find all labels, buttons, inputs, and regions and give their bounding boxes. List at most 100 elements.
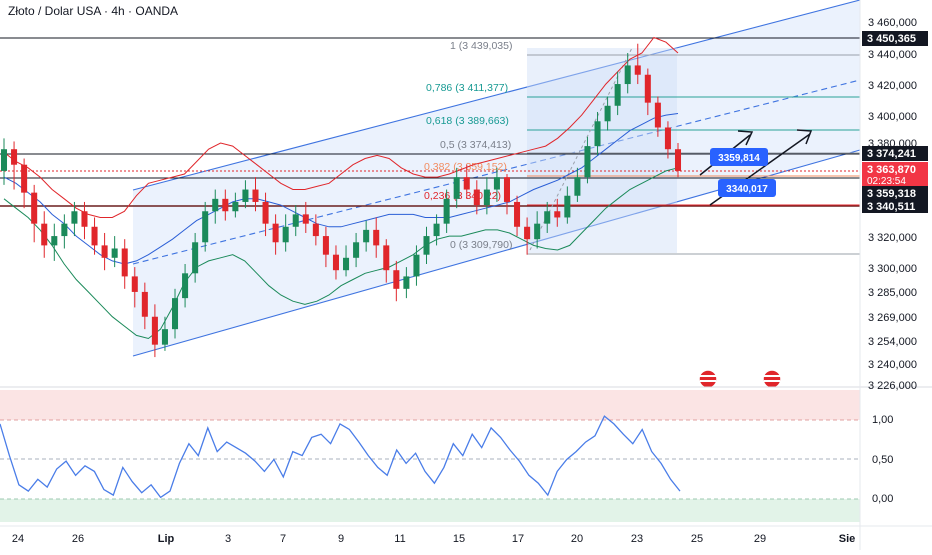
- candle[interactable]: [151, 304, 158, 358]
- candle[interactable]: [534, 211, 541, 249]
- price-tag-3374[interactable]: [862, 146, 928, 161]
- candle[interactable]: [564, 186, 571, 224]
- candle[interactable]: [463, 164, 470, 199]
- candle[interactable]: [674, 143, 682, 178]
- candle[interactable]: [614, 71, 621, 116]
- candle-body: [141, 291, 148, 317]
- candle[interactable]: [503, 174, 511, 215]
- candle[interactable]: [171, 288, 179, 339]
- candle[interactable]: [423, 226, 430, 264]
- candle[interactable]: [343, 245, 350, 277]
- candle[interactable]: [0, 138, 8, 185]
- candle[interactable]: [322, 226, 329, 268]
- candle[interactable]: [654, 96, 661, 137]
- candle[interactable]: [433, 214, 440, 246]
- price-tag-3450[interactable]: [862, 31, 928, 46]
- candle-body: [664, 127, 671, 150]
- rsi-line[interactable]: [0, 415, 681, 499]
- y-tick-3300: 3 300,000: [868, 263, 917, 275]
- candle[interactable]: [353, 232, 360, 268]
- target-box-2[interactable]: [718, 179, 776, 197]
- candle[interactable]: [101, 232, 108, 271]
- candle[interactable]: [222, 189, 229, 221]
- candle-body: [0, 149, 8, 171]
- candle[interactable]: [453, 167, 460, 209]
- candle[interactable]: [493, 167, 500, 202]
- candle[interactable]: [624, 53, 631, 94]
- us-flag-icon[interactable]: [698, 369, 718, 389]
- price-tag-current-text: 3 363,870: [867, 164, 916, 176]
- candle[interactable]: [363, 220, 370, 252]
- candle-body: [443, 198, 450, 224]
- rsi-axis: 1,00 0,50 0,00: [872, 414, 893, 505]
- candle[interactable]: [544, 201, 551, 233]
- candle-body: [604, 105, 611, 122]
- candle[interactable]: [202, 201, 209, 252]
- candle[interactable]: [634, 43, 641, 85]
- candle[interactable]: [242, 180, 249, 209]
- candle[interactable]: [192, 232, 199, 283]
- candle[interactable]: [81, 201, 88, 240]
- price-tag-current[interactable]: [862, 162, 928, 186]
- candle[interactable]: [272, 214, 279, 255]
- y-tick-3254: 3 254,000: [868, 336, 917, 348]
- candle[interactable]: [584, 136, 591, 184]
- candle[interactable]: [443, 189, 450, 233]
- candle[interactable]: [514, 195, 521, 237]
- candle[interactable]: [664, 121, 671, 159]
- candle[interactable]: [302, 201, 309, 233]
- candle[interactable]: [373, 217, 380, 258]
- candle[interactable]: [554, 198, 561, 227]
- candle[interactable]: [91, 217, 98, 255]
- candle[interactable]: [332, 245, 339, 280]
- price-tag-3359[interactable]: [862, 186, 928, 200]
- candlestick-series[interactable]: [0, 43, 682, 358]
- candle[interactable]: [212, 189, 219, 224]
- candle[interactable]: [393, 260, 400, 302]
- candle[interactable]: [141, 282, 148, 330]
- candle[interactable]: [524, 217, 531, 255]
- candle[interactable]: [282, 214, 289, 252]
- rsi-tick-000: 0,00: [872, 493, 893, 505]
- time-axis[interactable]: 24 26 Lip 3 7 9 11 15 17 20 23 25 29 Sie: [12, 533, 855, 545]
- candle[interactable]: [252, 177, 259, 212]
- candle[interactable]: [292, 205, 299, 237]
- candle[interactable]: [383, 239, 390, 283]
- candle-body: [654, 102, 661, 128]
- candle[interactable]: [71, 201, 78, 237]
- candle[interactable]: [41, 211, 48, 258]
- candle[interactable]: [473, 180, 480, 215]
- candle[interactable]: [262, 192, 269, 237]
- channel-upper-line[interactable]: [132, 0, 861, 191]
- candle[interactable]: [312, 214, 319, 246]
- candle-body: [91, 226, 98, 246]
- candle-body: [463, 177, 470, 190]
- candle[interactable]: [604, 96, 611, 131]
- candle[interactable]: [121, 239, 128, 289]
- x-tick-23: 23: [631, 533, 643, 545]
- y-tick-3460: 3 460,000: [868, 17, 917, 29]
- price-tag-3340[interactable]: [862, 199, 928, 213]
- candle[interactable]: [574, 167, 581, 202]
- x-tick-15: 15: [453, 533, 465, 545]
- candle[interactable]: [61, 214, 68, 249]
- candle[interactable]: [182, 264, 189, 308]
- candle[interactable]: [11, 141, 18, 190]
- candle[interactable]: [232, 192, 239, 218]
- candle[interactable]: [644, 68, 651, 116]
- event-markers[interactable]: [698, 369, 782, 389]
- candle[interactable]: [111, 236, 118, 268]
- candle[interactable]: [483, 177, 490, 215]
- candle[interactable]: [161, 316, 168, 351]
- price-axis[interactable]: 3 460,000 3 440,000 3 420,000 3 400,000 …: [868, 17, 917, 392]
- candle[interactable]: [21, 158, 28, 209]
- candle[interactable]: [403, 267, 410, 299]
- target-box-1[interactable]: [710, 148, 768, 166]
- candle[interactable]: [51, 223, 58, 261]
- candle[interactable]: [413, 245, 420, 286]
- candle[interactable]: [594, 111, 601, 156]
- candle[interactable]: [131, 267, 138, 308]
- us-flag-icon-2[interactable]: [762, 369, 782, 389]
- candle[interactable]: [31, 184, 38, 243]
